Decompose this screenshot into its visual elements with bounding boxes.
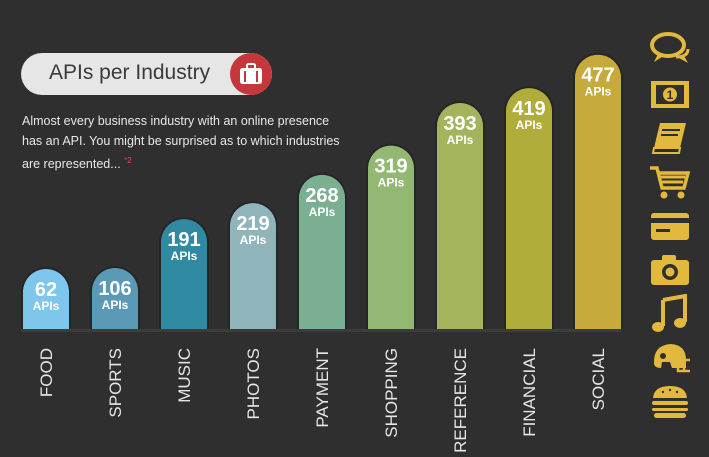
bar: [575, 54, 621, 329]
bar: [161, 219, 207, 329]
x-tick-label: FINANCIAL: [520, 348, 539, 437]
svg-text:1: 1: [667, 88, 674, 102]
bar: [92, 268, 138, 329]
x-tick-label: PAYMENT: [313, 348, 332, 428]
burger-icon: [652, 386, 688, 418]
data-label: 477: [581, 65, 614, 87]
football-helmet-icon: [653, 344, 690, 373]
money-icon: 1: [651, 81, 689, 108]
x-tick-label: SOCIAL: [589, 348, 608, 410]
chart-title: APIs per Industry: [49, 61, 211, 84]
data-label-unit: APIs: [447, 133, 474, 147]
bar: [299, 174, 345, 329]
data-label-unit: APIs: [516, 118, 543, 132]
data-label-unit: APIs: [102, 298, 129, 312]
bar: [230, 203, 276, 329]
data-label: 319: [374, 156, 407, 178]
title-pill: APIs per Industry: [21, 53, 272, 95]
data-label-unit: APIs: [378, 176, 405, 190]
shopping-cart-icon: [650, 166, 691, 199]
camera-icon: [651, 255, 689, 285]
bar: [368, 145, 414, 329]
bar: [23, 269, 69, 329]
title-badge: [230, 53, 272, 95]
x-tick-label: MUSIC: [175, 348, 194, 403]
data-label-unit: APIs: [171, 249, 198, 263]
speech-bubbles-icon: [650, 32, 690, 63]
data-label-unit: APIs: [240, 233, 267, 247]
data-label: 62: [35, 279, 57, 301]
bar: [506, 88, 552, 329]
data-label: 219: [236, 213, 269, 235]
footnote-marker: *2: [124, 156, 132, 165]
x-tick-label: SPORTS: [106, 348, 125, 418]
data-label: 393: [443, 113, 476, 135]
data-label-unit: APIs: [309, 205, 336, 219]
data-label: 268: [305, 185, 338, 207]
credit-card-icon: [651, 213, 689, 240]
data-label-unit: APIs: [33, 299, 60, 313]
x-tick-label: FOOD: [37, 348, 56, 397]
chart-subtitle: Almost every business industry with an o…: [22, 111, 342, 174]
book-icon: [651, 123, 686, 154]
baseline: [21, 329, 621, 332]
briefcase-icon: [240, 63, 262, 84]
data-label: 419: [512, 98, 545, 120]
data-label-unit: APIs: [585, 85, 612, 99]
x-tick-label: REFERENCE: [451, 348, 470, 453]
data-label: 191: [167, 229, 200, 251]
data-label: 106: [98, 278, 131, 300]
x-tick-label: PHOTOS: [244, 348, 263, 419]
bar: [437, 103, 483, 329]
music-note-icon: [652, 294, 687, 332]
subtitle-text: Almost every business industry with an o…: [22, 114, 340, 172]
x-tick-label: SHOPPING: [382, 348, 401, 438]
